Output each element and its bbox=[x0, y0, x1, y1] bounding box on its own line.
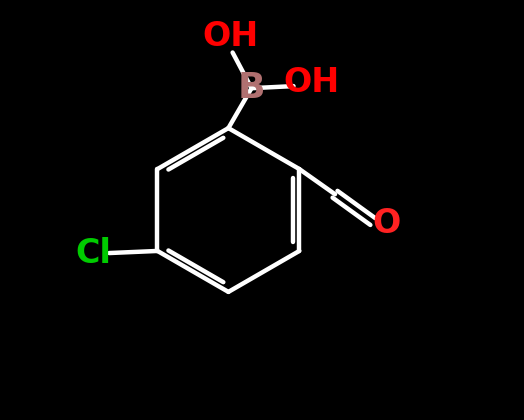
Text: O: O bbox=[372, 207, 400, 240]
Text: OH: OH bbox=[283, 66, 339, 99]
Text: Cl: Cl bbox=[75, 236, 111, 270]
Text: B: B bbox=[238, 71, 265, 105]
Text: OH: OH bbox=[202, 20, 259, 53]
